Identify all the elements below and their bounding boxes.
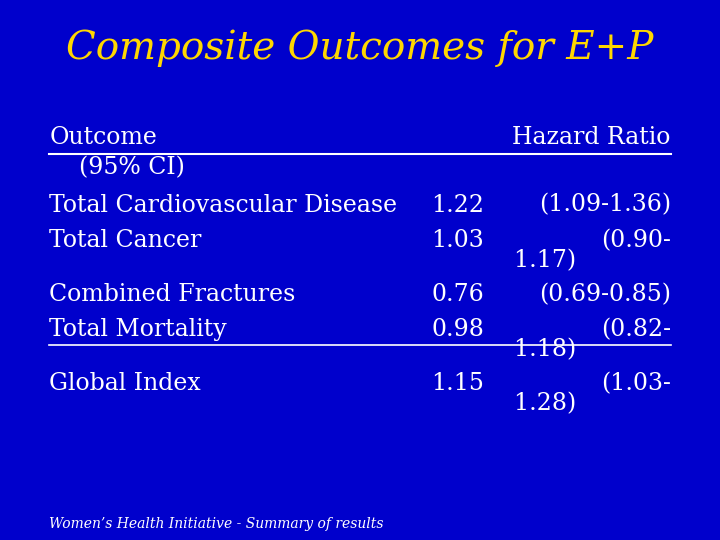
Text: Hazard Ratio: Hazard Ratio xyxy=(513,126,671,149)
Text: Total Cardiovascular Disease: Total Cardiovascular Disease xyxy=(49,194,397,217)
Text: Global Index: Global Index xyxy=(49,372,201,395)
Text: Total Mortality: Total Mortality xyxy=(49,318,227,341)
Text: Women’s Health Initiative - Summary of results: Women’s Health Initiative - Summary of r… xyxy=(49,517,384,531)
Text: 1.18): 1.18) xyxy=(485,338,577,361)
Text: Composite Outcomes for E+P: Composite Outcomes for E+P xyxy=(66,30,654,68)
Text: 1.17): 1.17) xyxy=(485,249,577,272)
Text: (0.82-: (0.82- xyxy=(600,318,671,341)
Text: 1.28): 1.28) xyxy=(485,392,577,415)
Text: 1.22: 1.22 xyxy=(431,194,485,217)
Text: (1.09-1.36): (1.09-1.36) xyxy=(539,194,671,217)
Text: Outcome: Outcome xyxy=(49,126,157,149)
Text: (1.03-: (1.03- xyxy=(601,372,671,395)
Text: (0.69-0.85): (0.69-0.85) xyxy=(539,283,671,306)
Text: Total Cancer: Total Cancer xyxy=(49,229,202,252)
Text: 1.15: 1.15 xyxy=(431,372,485,395)
Text: (0.90-: (0.90- xyxy=(601,229,671,252)
Text: (95% CI): (95% CI) xyxy=(49,156,185,179)
Text: 0.76: 0.76 xyxy=(431,283,485,306)
Text: 1.03: 1.03 xyxy=(431,229,485,252)
Text: Combined Fractures: Combined Fractures xyxy=(49,283,296,306)
Text: 0.98: 0.98 xyxy=(431,318,485,341)
